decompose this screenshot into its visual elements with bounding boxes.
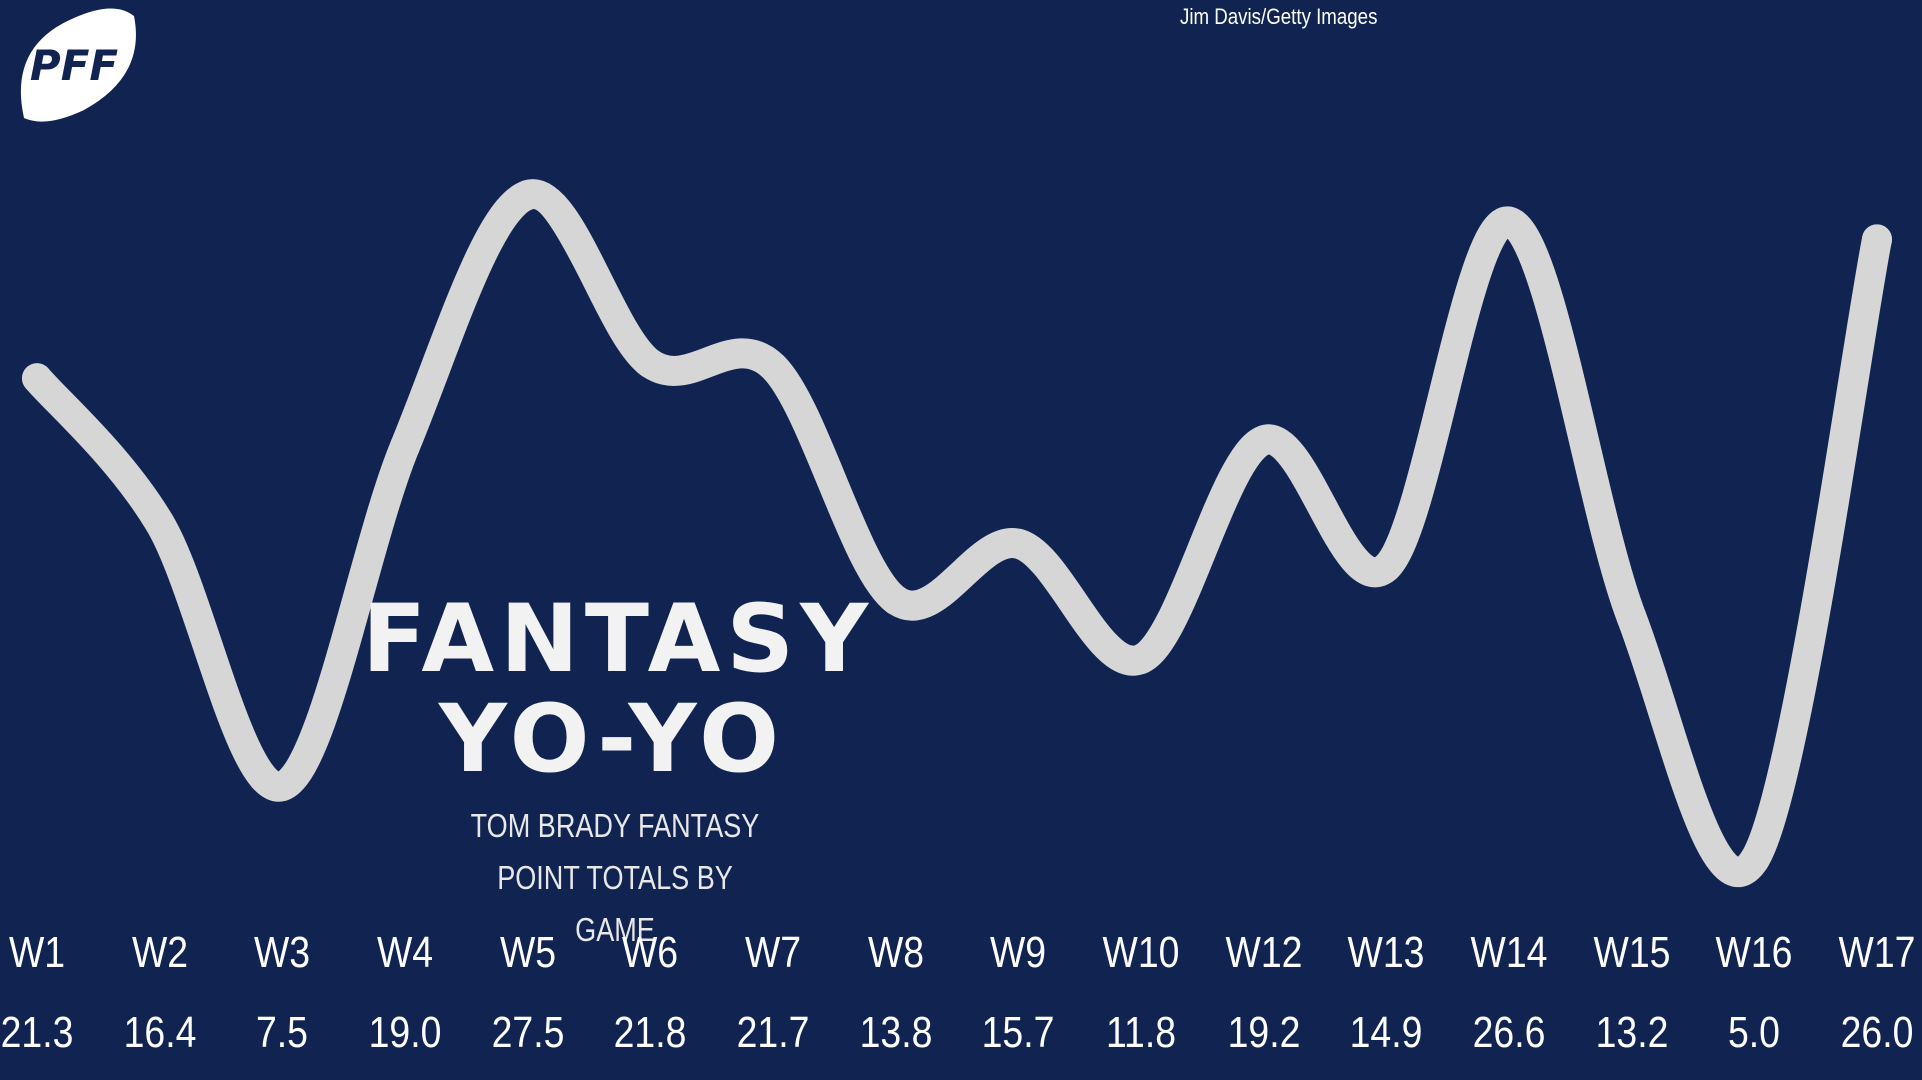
title-line-2: YO-YO xyxy=(438,685,786,794)
x-tick-label-w10: W10 xyxy=(1102,928,1180,977)
value-label-w8: 13.8 xyxy=(859,1008,933,1057)
data-point-w16 xyxy=(1739,845,1770,875)
value-label-w17: 26.0 xyxy=(1840,1008,1914,1057)
x-tick-label-w4: W4 xyxy=(376,928,434,977)
value-label-w12: 19.2 xyxy=(1227,1008,1301,1057)
value-label-w3: 7.5 xyxy=(256,1008,309,1057)
data-point-w1 xyxy=(22,363,52,394)
logo-text: PFF xyxy=(30,41,118,90)
data-point-w14 xyxy=(1494,206,1524,237)
x-tick-label-w6: W6 xyxy=(622,928,679,977)
data-point-w2 xyxy=(144,508,175,539)
data-point-w10 xyxy=(1126,644,1156,675)
value-label-w2: 16.4 xyxy=(123,1008,197,1057)
x-tick-label-w17: W17 xyxy=(1838,928,1916,977)
x-tick-label-w12: W12 xyxy=(1225,928,1303,977)
pff-football-logo-icon: PFF xyxy=(20,8,136,122)
data-point-w5 xyxy=(512,180,543,210)
data-point-w3 xyxy=(267,771,298,802)
data-point-w8 xyxy=(880,584,911,615)
value-label-w13: 14.9 xyxy=(1349,1008,1423,1057)
data-point-w4 xyxy=(390,431,420,462)
data-point-w12 xyxy=(1248,425,1279,456)
data-point-w17 xyxy=(1862,224,1892,255)
value-label-w1: 21.3 xyxy=(0,1008,74,1057)
data-point-w13 xyxy=(1371,552,1402,583)
fantasy-points-series-line xyxy=(22,179,1892,887)
value-label-w9: 15.7 xyxy=(981,1008,1055,1057)
chart-subtitle: TOM BRADY FANTASY POINT TOTALS BY GAME xyxy=(455,800,775,956)
value-label-w7: 21.7 xyxy=(736,1008,810,1057)
x-tick-label-w2: W2 xyxy=(131,928,188,977)
value-label-w5: 27.5 xyxy=(491,1008,565,1057)
x-tick-label-w14: W14 xyxy=(1470,928,1548,977)
x-tick-label-w1: W1 xyxy=(8,928,66,977)
x-tick-label-w16: W16 xyxy=(1715,928,1793,977)
value-label-w16: 5.0 xyxy=(1728,1008,1781,1057)
x-tick-label-w9: W9 xyxy=(990,928,1047,977)
x-tick-label-w3: W3 xyxy=(254,928,311,977)
data-points xyxy=(22,180,1892,875)
x-tick-label-w7: W7 xyxy=(744,928,802,977)
value-label-w6: 21.8 xyxy=(613,1008,687,1057)
x-tick-label-w5: W5 xyxy=(499,928,556,977)
title-line-1: FANTASY xyxy=(362,585,875,694)
x-tick-label-w15: W15 xyxy=(1593,928,1671,977)
value-label-w15: 13.2 xyxy=(1595,1008,1669,1057)
data-point-w15 xyxy=(1616,602,1647,633)
value-label-w14: 26.6 xyxy=(1472,1008,1546,1057)
value-label-w10: 11.8 xyxy=(1105,1008,1177,1057)
data-point-w9 xyxy=(1003,528,1034,559)
subtitle-line-1: TOM BRADY FANTASY xyxy=(470,807,760,844)
subtitle-line-2: POINT TOTALS BY GAME xyxy=(497,859,733,948)
x-tick-label-w8: W8 xyxy=(867,928,924,977)
photo-credit: Jim Davis/Getty Images xyxy=(1180,4,1378,29)
x-tick-label-w13: W13 xyxy=(1347,928,1425,977)
chart-title: FANTASY YO-YO xyxy=(362,585,875,794)
data-point-w7 xyxy=(758,351,788,382)
data-point-w6 xyxy=(635,348,666,379)
value-label-w4: 19.0 xyxy=(368,1008,442,1057)
